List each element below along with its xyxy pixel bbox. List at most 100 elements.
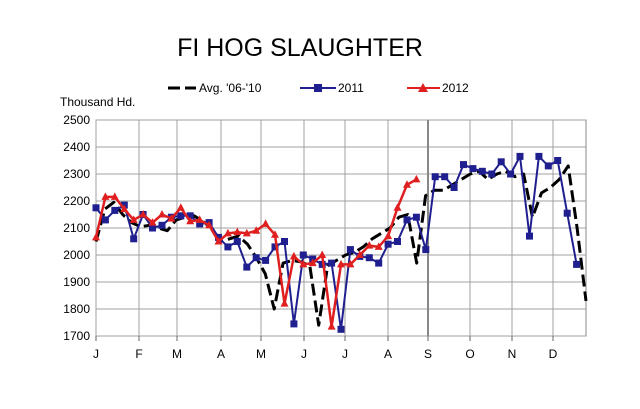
point-2012 (289, 251, 298, 260)
point-2011 (111, 206, 119, 214)
point-2011 (337, 325, 345, 333)
point-2011 (544, 162, 552, 170)
point-2011 (478, 167, 486, 175)
point-2011 (394, 238, 401, 245)
point-2011 (262, 256, 270, 264)
point-2011 (149, 224, 156, 232)
point-2012 (195, 215, 204, 223)
point-2011 (328, 259, 336, 267)
y-tick-label: 2200 (63, 194, 90, 208)
y-tick-label: 1700 (63, 329, 90, 343)
point-2012 (337, 259, 345, 268)
legend-label-2012: 2012 (442, 81, 469, 95)
point-2012 (186, 216, 195, 225)
point-2011 (573, 260, 581, 268)
point-2011 (299, 251, 307, 259)
point-2012 (214, 237, 223, 245)
legend-label-avg: Avg. '06-'10 (199, 81, 262, 95)
y-tick-label: 1900 (63, 275, 90, 289)
point-2011 (460, 161, 467, 169)
point-2011 (403, 216, 411, 224)
x-tick-label: F (135, 347, 142, 361)
point-2011 (186, 212, 194, 220)
point-2012 (101, 192, 110, 200)
point-2011 (243, 263, 251, 271)
point-2011 (101, 216, 109, 224)
point-2011 (526, 232, 533, 240)
series-layer (92, 152, 588, 333)
x-tick-label: D (549, 347, 558, 361)
point-2012 (139, 210, 148, 218)
point-2012 (92, 232, 100, 241)
point-2012 (327, 322, 336, 330)
y-tick-label: 2300 (63, 167, 90, 181)
point-2011 (290, 320, 298, 328)
legend-label-2011: 2011 (338, 81, 364, 95)
point-2011 (450, 184, 458, 191)
point-2012 (233, 227, 242, 236)
point-2011 (516, 152, 524, 160)
point-2012 (393, 203, 402, 211)
point-2012 (318, 250, 327, 258)
point-2012 (252, 226, 261, 234)
point-2011 (375, 259, 383, 267)
point-2012 (242, 228, 251, 237)
y-axis: 1700 1800 1900 2000 2100 2200 2300 2400 2500 (63, 113, 90, 343)
point-2012 (129, 215, 138, 223)
point-2012 (205, 220, 214, 229)
point-2012 (271, 230, 279, 238)
point-2012 (120, 204, 129, 213)
x-tick-label: M (172, 347, 182, 361)
point-2012 (346, 259, 355, 268)
point-2011 (233, 238, 241, 245)
point-2012 (158, 210, 166, 218)
point-2011 (252, 254, 260, 262)
point-2011 (130, 235, 138, 243)
y-tick-label: 1800 (63, 302, 90, 316)
series-line-avg (94, 164, 588, 327)
point-2012 (374, 242, 383, 250)
point-2011 (441, 173, 449, 181)
point-2011 (469, 165, 477, 173)
point-2011 (488, 170, 496, 178)
point-2011 (497, 158, 505, 166)
point-2012 (176, 203, 185, 211)
point-2011 (281, 238, 288, 245)
legend: Avg. '06-'10 2011 2012 (168, 81, 469, 95)
point-2012 (403, 180, 411, 188)
point-2012 (223, 228, 232, 237)
point-2012 (384, 231, 393, 240)
point-2012 (308, 258, 317, 267)
chart-title: FI HOG SLAUGHTER (177, 34, 423, 62)
point-2012 (167, 214, 176, 222)
point-2012 (299, 259, 308, 268)
x-tick-label: A (384, 347, 392, 361)
point-2011 (431, 173, 439, 181)
point-2011 (412, 213, 420, 221)
point-2011 (346, 246, 354, 254)
x-tick-label: J (93, 347, 99, 361)
y-tick-label: 2500 (63, 113, 90, 127)
point-2011 (563, 209, 571, 217)
y-tick-label: 2100 (63, 221, 90, 235)
point-2011 (422, 246, 430, 254)
point-2012 (412, 174, 421, 183)
point-2011 (554, 157, 562, 164)
y-tick-label: 2000 (63, 248, 90, 262)
point-2011 (365, 254, 373, 262)
x-tick-label: M (256, 347, 266, 361)
x-tick-label: J (342, 347, 348, 361)
point-2011 (271, 243, 279, 251)
x-tick-label: A (217, 347, 225, 361)
point-2012 (261, 219, 270, 227)
x-tick-label: S (424, 347, 432, 361)
legend-marker-2012 (418, 83, 428, 92)
point-2011 (507, 170, 515, 178)
point-2012 (355, 250, 364, 258)
point-2011 (384, 240, 392, 248)
point-2011 (196, 220, 204, 228)
legend-marker-2011 (314, 84, 322, 92)
point-2012 (148, 218, 157, 226)
